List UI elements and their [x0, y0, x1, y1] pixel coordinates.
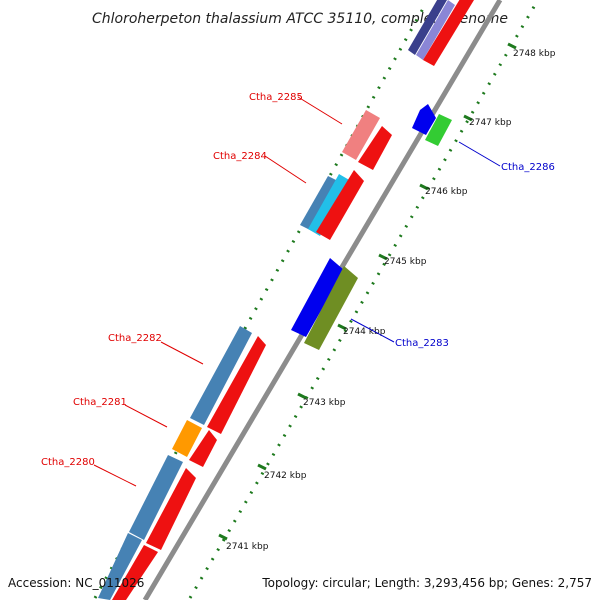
label-ctha-2282[interactable]: Ctha_2282 [108, 333, 162, 344]
tick-2748 [507, 42, 517, 50]
outer-right-dotted-ring [188, 4, 537, 599]
gene-ctha-2284[interactable] [308, 174, 351, 236]
gene-ctha-2286-blue[interactable] [412, 104, 436, 135]
tick-2742 [257, 463, 267, 471]
gene-ctha-2283[interactable] [304, 266, 358, 350]
tick-2744 [337, 323, 347, 331]
gene-ctha-2284-red[interactable] [316, 170, 364, 240]
leader-ctha-2285 [297, 96, 343, 125]
label-ctha-2285[interactable]: Ctha_2285 [249, 92, 303, 103]
gene-ctha-2281[interactable] [172, 420, 202, 457]
gene-top-lavender[interactable] [416, 0, 455, 60]
leader-ctha-2281 [124, 404, 168, 428]
leader-ctha-2283 [350, 318, 395, 343]
topology-text: Topology: circular; Length: 3,293,456 bp… [261, 576, 592, 590]
tick-label-2744: 2744 kbp [343, 327, 386, 337]
label-ctha-2280[interactable]: Ctha_2280 [41, 457, 95, 468]
tick-label-2743: 2743 kbp [303, 398, 346, 408]
gene-ctha-2282[interactable] [190, 326, 252, 425]
gene-ctha-2286[interactable] [425, 114, 452, 146]
gene-ctha-2285-red[interactable] [358, 126, 392, 170]
tick-label-2747: 2747 kbp [469, 118, 512, 128]
accession-text: Accession: NC_011026 [8, 576, 144, 590]
gene-ctha-2285[interactable] [342, 110, 380, 160]
tick-2741 [218, 533, 228, 541]
gene-bottom-steel[interactable] [98, 533, 142, 600]
tick-2746 [419, 183, 429, 191]
tick-label-2748: 2748 kbp [513, 49, 556, 59]
genes [98, 0, 474, 600]
tick-2743 [297, 392, 307, 400]
tick-2745 [378, 253, 388, 261]
leader-ctha-2284 [264, 155, 307, 184]
gene-ctha-2280-red[interactable] [146, 468, 196, 550]
tick-label-2742: 2742 kbp [264, 471, 307, 481]
tick-label-2745: 2745 kbp [384, 257, 427, 267]
gene-ctha-2283-blue[interactable] [291, 258, 344, 337]
label-ctha-2281[interactable]: Ctha_2281 [73, 397, 127, 408]
gene-ctha-2280[interactable] [129, 455, 183, 540]
tick-2747 [463, 114, 473, 122]
tick-marks: 2748 kbp 2747 kbp 2746 kbp 2745 kbp 2744… [218, 42, 556, 552]
leader-ctha-2286 [458, 141, 501, 167]
label-ctha-2283[interactable]: Ctha_2283 [395, 338, 449, 349]
leader-lines [93, 96, 501, 487]
leader-ctha-2282 [160, 341, 204, 365]
tick-label-2741: 2741 kbp [226, 542, 269, 552]
map-title: Chloroherpeton thalassium ATCC 35110, co… [92, 11, 508, 27]
gene-labels: Ctha_2285 Ctha_2284 Ctha_2282 Ctha_2281 … [41, 92, 555, 468]
label-ctha-2286[interactable]: Ctha_2286 [501, 162, 555, 173]
tick-label-2746: 2746 kbp [425, 187, 468, 197]
label-ctha-2284[interactable]: Ctha_2284 [213, 151, 267, 162]
gene-top-dark[interactable] [408, 0, 447, 55]
gene-ctha-2281-red[interactable] [189, 430, 217, 467]
gene-bottom-red[interactable] [112, 545, 158, 600]
leader-ctha-2280 [93, 464, 137, 487]
gene-ctha-2282-red[interactable] [207, 336, 266, 434]
gene-top-red[interactable] [423, 0, 474, 66]
